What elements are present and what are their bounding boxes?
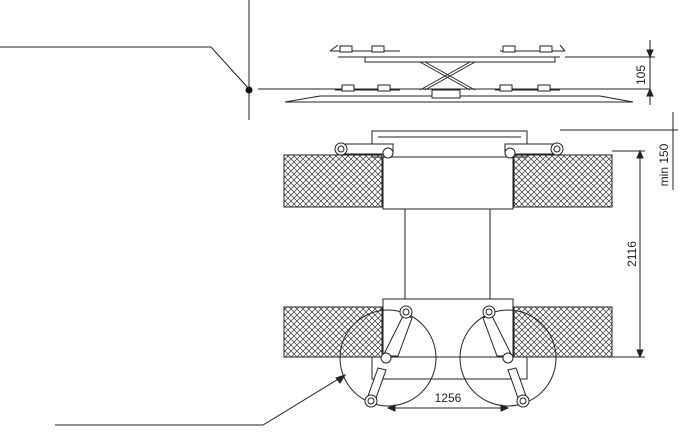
upper-arms xyxy=(329,44,566,53)
top-crossbar xyxy=(371,130,528,158)
top-base-block xyxy=(382,156,514,210)
reference-point xyxy=(245,86,253,94)
upper-platform xyxy=(364,56,556,63)
leader-line-bottom xyxy=(55,374,346,426)
top-arm-right xyxy=(504,142,564,159)
mesh-plate-top-left xyxy=(283,154,383,208)
lower-arms xyxy=(335,84,560,92)
center-spine xyxy=(404,208,491,300)
side-view xyxy=(0,0,655,120)
scissor-mechanism xyxy=(419,61,476,99)
dimension-1256-label: 1256 xyxy=(435,391,462,405)
dimension-min150-label: min 150 xyxy=(657,143,671,186)
leader-line-top xyxy=(0,46,250,90)
plan-view xyxy=(55,112,678,426)
dimension-105-label: 105 xyxy=(634,65,648,85)
top-arm-left xyxy=(334,142,394,159)
bottom-arm-right xyxy=(482,305,530,408)
swing-arc-right xyxy=(459,309,557,407)
bottom-crossbar xyxy=(371,356,528,380)
bottom-arm-left xyxy=(364,305,413,408)
dimension-2116-label: 2116 xyxy=(625,241,639,267)
mesh-plate-top-right xyxy=(513,154,613,208)
swing-arc-left xyxy=(339,309,437,407)
